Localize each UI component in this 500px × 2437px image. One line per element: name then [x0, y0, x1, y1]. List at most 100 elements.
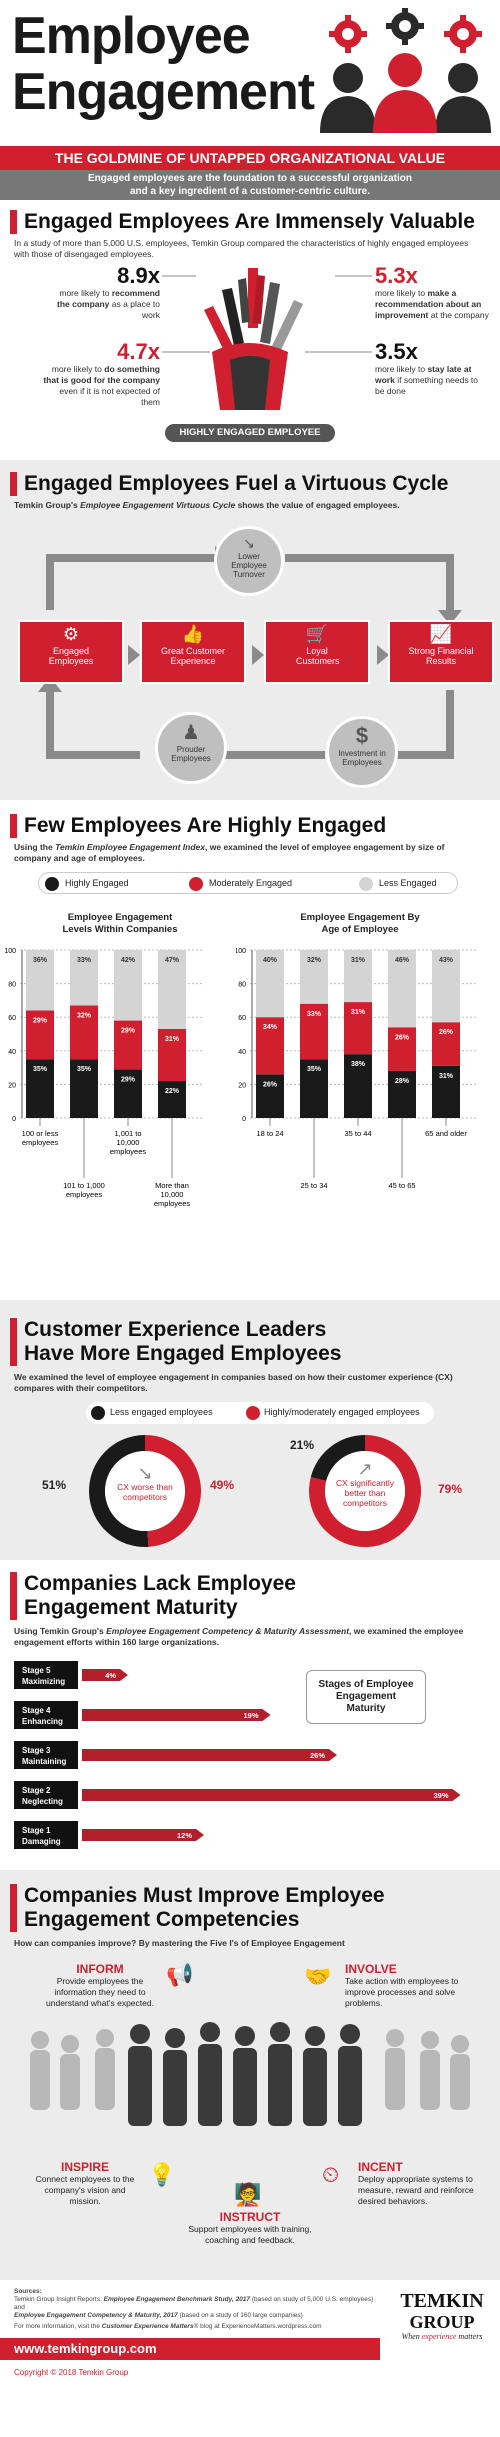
pie-cx-worse — [88, 1435, 201, 1547]
stage-number: Stage 4 — [22, 1706, 51, 1715]
category-label: 65 and older — [425, 1129, 467, 1138]
speedometer-icon: ⏲ — [322, 2162, 340, 2187]
pie1-label-right: 49% — [210, 1478, 235, 1492]
box-line1: Stages of Employee — [318, 1679, 414, 1690]
title-line2: Engagement — [12, 63, 315, 121]
competencies-heading-text: Companies Must Improve Employee Engagemen… — [24, 1884, 385, 1932]
category-label: 10,000 — [161, 1190, 184, 1199]
bar-value-label: 34% — [263, 1024, 278, 1031]
y-tick-label: 20 — [238, 1082, 246, 1089]
category-label: 25 to 34 — [300, 1181, 327, 1190]
competency-title: INSTRUCT — [219, 2210, 281, 2224]
heading-accent — [10, 1318, 17, 1366]
cx-intro: We examined the level of employee engage… — [14, 1372, 453, 1393]
bar-value-label: 35% — [33, 1066, 48, 1073]
stat-bold: recommend the company — [56, 288, 160, 309]
person-icon: ♟ — [182, 722, 200, 744]
competency-text: Deploy appropriate systems to measure, r… — [358, 2174, 474, 2206]
stat-bold: stay late at work — [375, 364, 472, 385]
source1-pre: Temkin Group Insight Reports: — [14, 2296, 102, 2303]
cart-icon: 🛒 — [305, 624, 329, 644]
logo-line2: GROUP — [409, 2312, 475, 2332]
stage-number: Stage 2 — [22, 1786, 51, 1795]
bar-value-label: 43% — [439, 957, 454, 964]
source2-ital: Employee Engagement Competency & Maturit… — [14, 2312, 178, 2319]
intro-post: , we examined the employee engagement ef… — [14, 1626, 464, 1647]
more-pre: For more information, visit the — [14, 2323, 100, 2330]
source-line1: Temkin Group Insight Reports: Employee E… — [14, 2296, 374, 2312]
bar-segment — [388, 1070, 416, 1118]
bar-value-label: 33% — [307, 1011, 322, 1018]
heading-accent — [10, 472, 17, 496]
subtitle: Engaged employees are the foundation to … — [0, 170, 500, 200]
competencies-section: Companies Must Improve Employee Engagemen… — [0, 1870, 500, 2280]
category-label: 45 to 65 — [388, 1181, 415, 1190]
box-line3: Maturity — [346, 1703, 386, 1714]
cx-legend: Less engaged employees Highly/moderately… — [86, 1402, 434, 1424]
maturity-bar — [82, 1709, 271, 1721]
circle-label: Investment in Employees — [338, 749, 386, 767]
more-info: For more information, visit the Customer… — [14, 2323, 374, 2331]
stage-name: Neglecting — [22, 1797, 63, 1806]
bar-value-label: 22% — [165, 1088, 180, 1095]
intro-post: , we examined the level of employee enga… — [14, 842, 445, 863]
competency-instruct: INSTRUCT Support employees with training… — [175, 2210, 325, 2246]
heading-line1: Companies Must Improve Employee — [24, 1884, 385, 1907]
chart-employee-age: 100 80 60 40 20 0 26% 34% 40% 18 to 24 35% 33% 32% 25… — [236, 948, 476, 1190]
pie1-center: ↘ CX worse than competitors — [110, 1464, 180, 1502]
maturity-intro: Using Temkin Group's Employee Engagement… — [14, 1626, 474, 1648]
stat-value: 3.5x — [375, 339, 418, 364]
legend-label-moderately: Moderately Engaged — [209, 878, 293, 888]
header: Employee Engagement THE GOLDMINE OF UNTA… — [0, 0, 500, 200]
legend-label-highly-moderately: Highly/moderately engaged employees — [264, 1407, 420, 1417]
crowd-silhouette — [30, 2022, 470, 2126]
bar-segment — [114, 1020, 142, 1070]
bar-segment — [158, 950, 186, 1029]
logo-tagline: When experience matters — [392, 2332, 492, 2341]
url-bar[interactable]: www.temkingroup.com — [0, 2338, 380, 2360]
maturity-bar-label: 19% — [243, 1711, 258, 1720]
maturity-bar-label: 12% — [177, 1831, 192, 1840]
thumbs-up-icon: 👍 — [181, 624, 205, 644]
few-intro: Using the Temkin Employee Engagement Ind… — [14, 842, 484, 864]
competency-text: Connect employees to the company's visio… — [35, 2174, 135, 2206]
category-label: More than — [155, 1181, 189, 1190]
bar-value-label: 32% — [307, 957, 322, 964]
donut-hole — [325, 1451, 405, 1531]
banner: THE GOLDMINE OF UNTAPPED ORGANIZATIONAL … — [0, 146, 500, 170]
stage-number: Stage 3 — [22, 1746, 51, 1755]
bar-segment — [300, 950, 328, 1004]
bar-segment — [70, 1059, 98, 1118]
competency-incent: INCENT Deploy appropriate systems to mea… — [358, 2160, 488, 2207]
cycle-box-customer-experience: 👍 Great Customer Experience — [140, 620, 246, 684]
bar-segment — [26, 1059, 54, 1118]
pie-cx-better — [309, 1435, 421, 1547]
valuable-heading-text: Engaged Employees Are Immensely Valuable — [24, 210, 475, 233]
maturity-heading-text: Companies Lack Employee Engagement Maturi… — [24, 1572, 296, 1620]
heading-line2: Have More Engaged Employees — [24, 1342, 342, 1365]
competencies-heading: Companies Must Improve Employee Engagemen… — [10, 1884, 385, 1932]
stage-name: Enhancing — [22, 1717, 63, 1726]
stage-label-box — [14, 1741, 78, 1769]
bar-value-label: 42% — [121, 957, 136, 964]
heading-accent — [10, 210, 17, 234]
maturity-bar-label: 26% — [310, 1751, 325, 1760]
source1-post: (based on study of 5,000 U.S. employees)… — [14, 2296, 374, 2311]
y-tick-label: 100 — [4, 948, 16, 955]
stat-desc: more likely to do something that is good… — [40, 364, 160, 408]
trend-down-icon: ↘ — [137, 1463, 153, 1483]
box-line2: Engagement — [335, 1691, 396, 1702]
more-ital: Customer Experience Matters — [101, 2323, 194, 2330]
stat-desc: more likely to recommend the company as … — [50, 288, 160, 321]
bar-segment — [344, 950, 372, 1003]
bar-value-label: 26% — [395, 1034, 410, 1041]
bar-value-label: 29% — [33, 1017, 48, 1024]
valuable-intro: In a study of more than 5,000 U.S. emplo… — [14, 238, 469, 259]
stat-post: if something needs to be done — [375, 375, 479, 396]
intro-post: shows the value of engaged employees. — [237, 500, 400, 510]
y-tick-label: 20 — [8, 1082, 16, 1089]
stat-recommend: 8.9x more likely to recommend the compan… — [50, 264, 160, 321]
bar-value-label: 26% — [439, 1029, 454, 1036]
stage-label-box — [14, 1821, 78, 1849]
